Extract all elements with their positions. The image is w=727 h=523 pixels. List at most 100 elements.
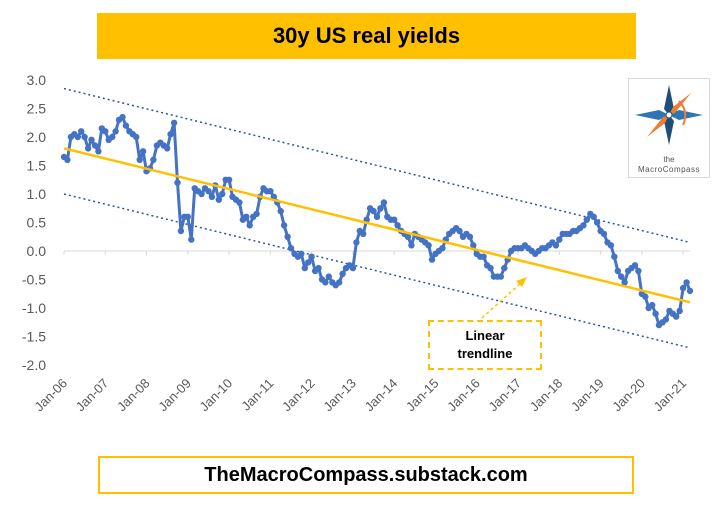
data-point bbox=[267, 188, 274, 195]
x-tick-label: Jan-11 bbox=[238, 376, 276, 414]
data-point bbox=[552, 242, 560, 249]
y-tick-label: 2.5 bbox=[27, 101, 47, 117]
data-point bbox=[84, 145, 92, 152]
x-tick-label: Jan-10 bbox=[197, 376, 236, 415]
data-point bbox=[635, 267, 642, 275]
data-point bbox=[590, 213, 597, 220]
data-point bbox=[81, 133, 88, 141]
data-point bbox=[325, 273, 332, 280]
data-point bbox=[112, 128, 119, 135]
data-point bbox=[349, 264, 357, 272]
data-point bbox=[170, 119, 178, 127]
data-point bbox=[686, 287, 694, 295]
data-point bbox=[466, 233, 474, 240]
data-point bbox=[150, 156, 157, 163]
data-point bbox=[287, 245, 295, 252]
data-point bbox=[95, 148, 102, 155]
data-point bbox=[497, 273, 504, 280]
data-point bbox=[370, 207, 377, 215]
data-point bbox=[208, 193, 216, 200]
data-point bbox=[301, 264, 308, 272]
data-point bbox=[133, 133, 140, 141]
data-point bbox=[78, 128, 85, 135]
x-tick-label: Jan-09 bbox=[155, 376, 194, 415]
data-point bbox=[88, 136, 95, 143]
x-tick-label: Jan-20 bbox=[609, 376, 648, 415]
data-point bbox=[243, 213, 250, 220]
data-point bbox=[556, 236, 563, 243]
y-tick-label: -0.5 bbox=[22, 272, 46, 288]
data-point bbox=[219, 190, 226, 198]
data-point bbox=[501, 264, 508, 272]
data-point bbox=[621, 279, 628, 286]
data-point bbox=[649, 301, 656, 309]
data-point bbox=[305, 259, 312, 266]
data-point bbox=[380, 199, 388, 206]
data-point bbox=[322, 279, 329, 286]
data-point bbox=[456, 227, 463, 235]
data-point bbox=[652, 310, 659, 317]
data-point bbox=[164, 145, 171, 152]
data-point bbox=[583, 216, 590, 223]
callout-arrow-head bbox=[516, 277, 527, 287]
data-point bbox=[580, 222, 587, 229]
compass-rose-icon bbox=[635, 85, 703, 145]
data-point bbox=[683, 279, 690, 286]
linear-trendline bbox=[63, 147, 691, 304]
data-point bbox=[642, 293, 649, 300]
data-point bbox=[607, 242, 615, 249]
x-tick-label: Jan-14 bbox=[362, 376, 401, 415]
x-tick-label: Jan-13 bbox=[320, 376, 359, 415]
trendline-callout: Linear trendline bbox=[428, 320, 542, 370]
data-point bbox=[487, 264, 494, 272]
data-point bbox=[225, 176, 233, 183]
linear-trendline-layer bbox=[63, 147, 691, 304]
data-point bbox=[184, 213, 191, 220]
footer-url: TheMacroCompass.substack.com bbox=[98, 456, 634, 494]
data-point bbox=[119, 113, 126, 121]
y-axis: 3.0 2.5 2.0 1.5 1.0 0.5 0.0 -0.5 -1.0 -1.5 -2.0 bbox=[22, 72, 690, 373]
data-point bbox=[631, 262, 639, 269]
logo-word-the: the bbox=[663, 155, 675, 164]
data-point bbox=[308, 253, 315, 260]
y-tick-label: 3.0 bbox=[27, 72, 47, 88]
data-point bbox=[394, 222, 401, 229]
data-point bbox=[408, 242, 415, 249]
x-tick-label: Jan-17 bbox=[485, 376, 524, 415]
data-point bbox=[404, 233, 412, 240]
data-point bbox=[391, 216, 398, 223]
data-point bbox=[205, 188, 212, 195]
data-point bbox=[102, 128, 109, 135]
data-point bbox=[614, 267, 621, 275]
data-point bbox=[91, 142, 99, 149]
y-tick-label: 2.0 bbox=[27, 129, 47, 145]
data-point bbox=[177, 227, 185, 235]
y-tick-label: 1.0 bbox=[27, 186, 47, 202]
data-point bbox=[284, 233, 291, 240]
x-tick-label: Jan-16 bbox=[444, 376, 483, 415]
data-point bbox=[277, 207, 284, 215]
data-point bbox=[315, 264, 322, 272]
data-point bbox=[167, 131, 174, 138]
data-point bbox=[64, 156, 71, 163]
data-point bbox=[480, 253, 487, 260]
callout-arrow-shaft bbox=[481, 281, 523, 319]
data-point bbox=[198, 190, 205, 198]
x-tick-label: Jan-06 bbox=[31, 376, 70, 415]
callout-arrow bbox=[481, 277, 527, 319]
data-point bbox=[298, 250, 305, 257]
y-tick-label: -2.0 bbox=[22, 357, 46, 373]
x-tick-label: Jan-08 bbox=[114, 376, 153, 415]
data-point bbox=[353, 239, 360, 246]
data-point bbox=[593, 219, 601, 226]
x-tick-label: Jan-15 bbox=[403, 376, 442, 415]
data-point bbox=[611, 253, 618, 260]
data-point bbox=[377, 205, 384, 212]
data-point bbox=[336, 279, 343, 286]
data-point bbox=[425, 242, 432, 249]
x-tick-label: Jan-21 bbox=[651, 376, 690, 415]
data-point bbox=[676, 307, 683, 315]
data-point bbox=[600, 230, 608, 238]
y-tick-label: 1.5 bbox=[27, 158, 47, 174]
